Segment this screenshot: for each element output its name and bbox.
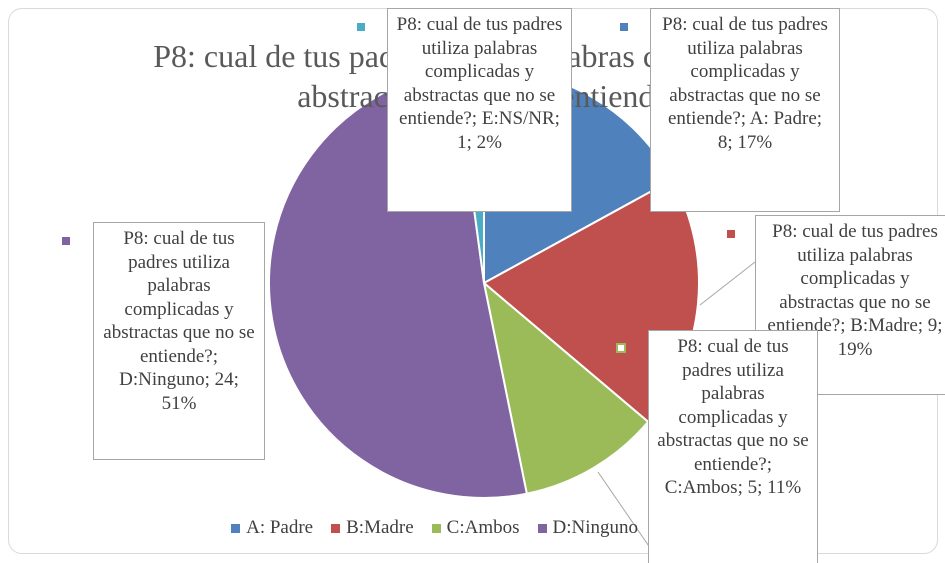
data-label: P8: cual de tus padres utiliza palabras … xyxy=(93,222,265,460)
data-label: P8: cual de tus padres utiliza palabras … xyxy=(650,8,840,212)
pie-slice xyxy=(482,280,650,495)
legend-swatch xyxy=(431,523,441,533)
label-key xyxy=(620,23,628,31)
data-label: P8: cual de tus padres utiliza palabras … xyxy=(755,215,945,395)
label-key xyxy=(62,237,70,245)
data-label: P8: cual de tus padres utiliza palabras … xyxy=(648,330,818,563)
data-label: P8: cual de tus padres utiliza palabras … xyxy=(387,8,572,212)
legend-item: A: Padre xyxy=(231,517,313,539)
leader-line xyxy=(597,471,656,556)
label-key xyxy=(357,23,365,31)
legend-swatch xyxy=(331,523,341,533)
legend-label: A: Padre xyxy=(246,517,314,538)
legend-swatch xyxy=(537,523,547,533)
legend-swatch xyxy=(231,523,241,533)
leader-lines xyxy=(597,261,756,556)
legend-item: D:Ninguno xyxy=(537,517,639,539)
legend-label: D:Ninguno xyxy=(552,517,639,538)
legend-item: B:Madre xyxy=(331,517,414,539)
label-key xyxy=(727,230,735,238)
label-key xyxy=(616,343,626,353)
legend-item: C:Ambos xyxy=(431,517,520,539)
legend-label: C:Ambos xyxy=(446,517,520,538)
legend-label: B:Madre xyxy=(346,517,414,538)
leader-line xyxy=(699,261,756,306)
